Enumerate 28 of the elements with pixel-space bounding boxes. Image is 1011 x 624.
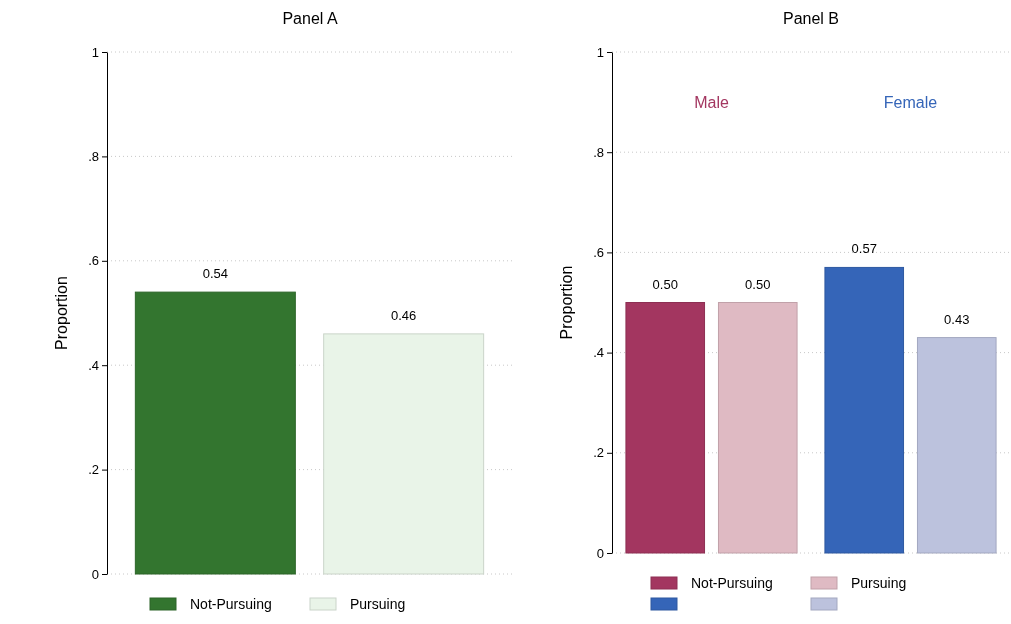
chart-title: Panel B: [782, 10, 840, 27]
y-tick-label: 1: [91, 44, 99, 60]
legend-label: Pursuing: [851, 575, 907, 591]
x-tick-label: Female: [883, 94, 938, 112]
y-tick-label: .2: [88, 462, 99, 478]
data-label: 0.54: [202, 266, 228, 282]
y-tick-label: 1: [596, 44, 604, 60]
legend-label: Not-Pursuing: [190, 596, 272, 612]
y-tick-label: .4: [88, 357, 99, 373]
y-tick-label: .6: [88, 253, 99, 269]
y-axis-title: Proportion: [53, 276, 70, 350]
y-tick-label: .6: [593, 245, 604, 261]
legend-label: Not-Pursuing: [691, 575, 773, 591]
y-tick-label: .4: [593, 345, 604, 361]
x-tick-label: Male: [694, 94, 729, 112]
y-axis-title: Proportion: [558, 265, 575, 340]
data-label: 0.50: [745, 276, 771, 292]
y-tick-label: 0: [91, 566, 99, 582]
y-tick-label: 0: [596, 545, 604, 561]
data-label: 0.50: [652, 276, 678, 292]
chart-title: Panel A: [282, 10, 338, 27]
y-tick-label: .8: [88, 149, 99, 165]
data-label: 0.46: [391, 307, 417, 323]
data-label: 0.57: [851, 241, 877, 257]
legend-label: Pursuing: [350, 596, 406, 612]
y-tick-label: .8: [593, 144, 604, 160]
data-label: 0.43: [944, 311, 970, 327]
y-tick-label: .2: [593, 445, 604, 461]
